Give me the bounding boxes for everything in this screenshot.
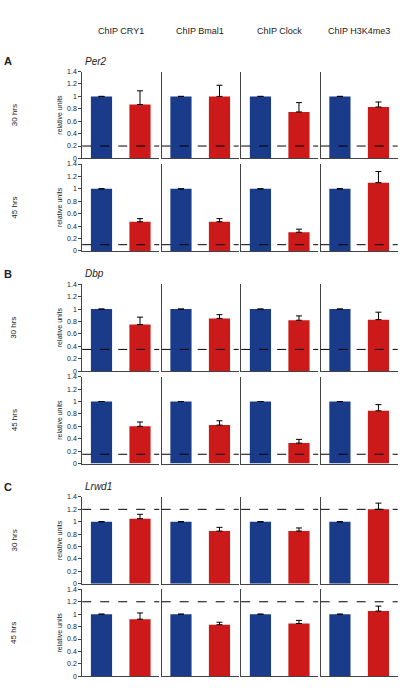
- svg-text:0.8: 0.8: [67, 531, 77, 538]
- svg-text:30 hrs: 30 hrs: [10, 529, 19, 551]
- svg-text:ChIP Bmal1: ChIP Bmal1: [176, 26, 224, 36]
- svg-text:0.4: 0.4: [67, 435, 77, 442]
- svg-text:0.2: 0.2: [67, 235, 77, 242]
- svg-text:30 hrs: 30 hrs: [9, 317, 18, 339]
- svg-text:0.8: 0.8: [67, 623, 77, 630]
- svg-text:0.6: 0.6: [67, 210, 77, 217]
- svg-text:1.2: 1.2: [67, 80, 77, 87]
- svg-text:0.2: 0.2: [67, 142, 77, 149]
- svg-text:0.6: 0.6: [67, 330, 77, 337]
- svg-text:relative units: relative units: [56, 400, 63, 440]
- svg-text:0: 0: [73, 580, 77, 587]
- svg-text:0.6: 0.6: [67, 635, 77, 642]
- svg-text:Dbp: Dbp: [85, 268, 104, 279]
- svg-text:0.2: 0.2: [67, 448, 77, 455]
- svg-text:0.4: 0.4: [67, 223, 77, 230]
- svg-text:0.8: 0.8: [67, 198, 77, 205]
- svg-text:30 hrs: 30 hrs: [10, 104, 19, 126]
- svg-text:1: 1: [73, 518, 77, 525]
- svg-text:relative units: relative units: [56, 308, 63, 348]
- svg-text:45 hrs: 45 hrs: [9, 622, 18, 644]
- svg-text:relative units: relative units: [56, 95, 63, 135]
- svg-text:0: 0: [73, 368, 77, 375]
- svg-text:1.4: 1.4: [67, 373, 77, 380]
- svg-text:1.4: 1.4: [67, 586, 77, 593]
- svg-text:1.4: 1.4: [67, 160, 77, 167]
- svg-text:0.2: 0.2: [67, 660, 77, 667]
- svg-text:ChIP Clock: ChIP Clock: [257, 26, 302, 36]
- svg-text:1.2: 1.2: [67, 293, 77, 300]
- svg-text:C: C: [4, 481, 12, 493]
- svg-text:0.6: 0.6: [67, 423, 77, 430]
- svg-text:0.2: 0.2: [67, 568, 77, 575]
- svg-text:0: 0: [73, 247, 77, 254]
- svg-text:0: 0: [73, 673, 77, 680]
- svg-text:Per2: Per2: [85, 56, 107, 67]
- svg-text:1.2: 1.2: [67, 506, 77, 513]
- svg-text:45 hrs: 45 hrs: [10, 409, 19, 431]
- svg-text:ChIP H3K4me3: ChIP H3K4me3: [328, 26, 390, 36]
- svg-text:1.2: 1.2: [67, 386, 77, 393]
- svg-text:1: 1: [73, 306, 77, 313]
- svg-text:relative units: relative units: [56, 187, 63, 227]
- svg-text:relative units: relative units: [56, 520, 63, 560]
- svg-text:A: A: [4, 55, 12, 67]
- svg-text:1.2: 1.2: [67, 173, 77, 180]
- svg-text:0.6: 0.6: [67, 118, 77, 125]
- svg-text:0.4: 0.4: [67, 343, 77, 350]
- svg-text:B: B: [4, 268, 12, 280]
- svg-text:0.8: 0.8: [67, 410, 77, 417]
- svg-text:0: 0: [73, 155, 77, 162]
- svg-text:1: 1: [73, 398, 77, 405]
- svg-text:0.8: 0.8: [67, 105, 77, 112]
- svg-text:0.8: 0.8: [67, 318, 77, 325]
- svg-text:0.2: 0.2: [67, 355, 77, 362]
- svg-text:0: 0: [73, 460, 77, 467]
- svg-text:1: 1: [73, 185, 77, 192]
- svg-text:45 hrs: 45 hrs: [10, 196, 19, 218]
- svg-text:0.4: 0.4: [67, 555, 77, 562]
- svg-text:relative units: relative units: [56, 613, 63, 653]
- svg-text:0.4: 0.4: [67, 648, 77, 655]
- svg-text:1: 1: [73, 611, 77, 618]
- svg-text:1.4: 1.4: [67, 68, 77, 75]
- svg-text:1: 1: [73, 93, 77, 100]
- svg-text:ChIP CRY1: ChIP CRY1: [98, 26, 144, 36]
- svg-text:0.4: 0.4: [67, 130, 77, 137]
- svg-text:1.4: 1.4: [67, 493, 77, 500]
- svg-text:0.6: 0.6: [67, 543, 77, 550]
- svg-text:1.4: 1.4: [67, 281, 77, 288]
- svg-text:1.2: 1.2: [67, 598, 77, 605]
- svg-text:Lrwd1: Lrwd1: [85, 481, 112, 492]
